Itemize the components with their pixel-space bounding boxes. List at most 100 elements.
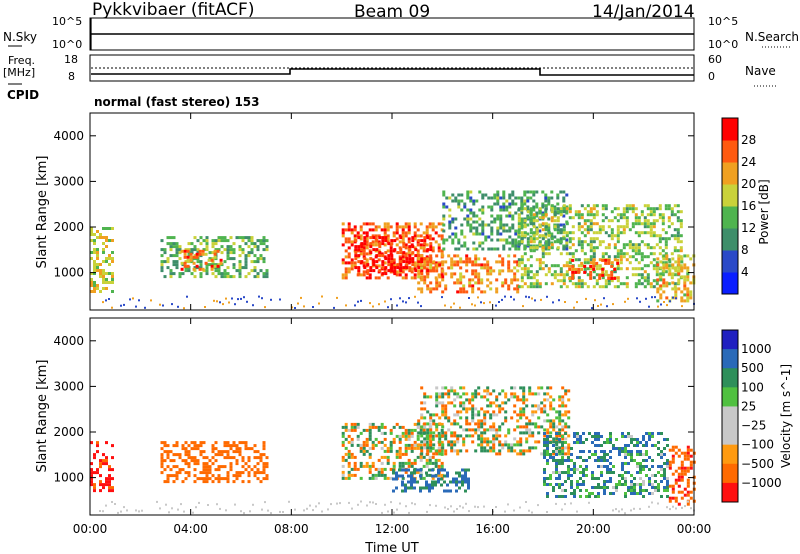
velocity-cell (425, 471, 428, 475)
velocity-cell (437, 458, 441, 462)
power-cell (673, 249, 677, 253)
velocity-cell (558, 459, 561, 462)
velocity-cell (410, 443, 414, 447)
power-cell (426, 248, 430, 252)
power-cell (547, 229, 551, 233)
power-cell (526, 223, 530, 227)
velocity-speckle (111, 501, 113, 503)
velocity-cell (435, 449, 439, 453)
power-cell (392, 234, 396, 238)
velocity-cell (175, 441, 179, 445)
power-cell (507, 266, 511, 270)
power-cell (384, 272, 388, 276)
power-cell (404, 243, 408, 247)
velocity-cell (404, 437, 408, 441)
power-cell (583, 252, 587, 256)
velocity-cell (344, 437, 348, 441)
power-cell (265, 269, 269, 273)
velocity-cell (483, 410, 487, 414)
velocity-cell (585, 459, 588, 462)
power-cell (407, 225, 411, 229)
velocity-cell (561, 483, 564, 486)
power-cell (520, 223, 524, 227)
power-cell (496, 247, 500, 251)
power-cell (516, 263, 520, 267)
power-cell (674, 269, 678, 273)
power-cell (592, 270, 596, 274)
power-cell (463, 241, 467, 245)
velocity-cell (582, 450, 585, 453)
velocity-cell (642, 489, 645, 492)
velocity-cell (552, 419, 556, 423)
power-cell (99, 233, 102, 236)
power-cell (420, 254, 424, 258)
power-cell (484, 238, 488, 242)
velocity-cell (621, 432, 624, 435)
velocity-cell (383, 425, 387, 429)
velocity-cell (546, 447, 549, 450)
power-cell (547, 252, 551, 256)
power-cell (383, 222, 387, 226)
velocity-cell (525, 398, 529, 402)
velocity-cell (591, 453, 594, 456)
power-cell (607, 246, 611, 250)
velocity-cell (546, 428, 550, 432)
power-cell (262, 236, 266, 240)
power-speckle (420, 305, 422, 308)
power-cell (111, 281, 114, 284)
velocity-cell (211, 444, 215, 448)
velocity-cell (259, 453, 263, 457)
power-cell (166, 260, 170, 264)
power-cell (105, 257, 108, 260)
power-cell (547, 270, 551, 274)
power-cell (598, 273, 602, 277)
velocity-cell (567, 446, 571, 450)
velocity-cell (464, 477, 467, 481)
velocity-cell (368, 446, 372, 450)
power-cell (532, 246, 536, 250)
velocity-cell (663, 468, 666, 471)
velocity-cell (395, 471, 398, 475)
power-cell (407, 237, 411, 241)
velocity-cell (217, 477, 221, 481)
power-cell (664, 261, 668, 265)
velocity-cell (588, 492, 591, 495)
power-cell (483, 266, 487, 270)
power-cell (175, 248, 179, 252)
velocity-cell (537, 425, 541, 429)
velocity-cell (407, 468, 410, 472)
cpid-text: normal (fast stereo) 153 (94, 95, 260, 109)
velocity-cell (600, 435, 603, 438)
power-speckle (234, 303, 236, 306)
power-cell (475, 232, 479, 236)
velocity-cell (510, 386, 514, 390)
velocity-cell (513, 443, 517, 447)
velocity-cell (576, 480, 579, 483)
velocity-cell (362, 440, 366, 444)
power-speckle (651, 296, 653, 299)
velocity-cell (555, 459, 558, 462)
velocity-cell (202, 450, 206, 454)
velocity-cell (663, 477, 666, 480)
velocity-cell (567, 398, 571, 402)
velocity-cell (507, 446, 511, 450)
velocity-cell (462, 428, 466, 432)
power-cell (535, 246, 539, 250)
velocity-cell (432, 431, 436, 435)
velocity-cell (639, 471, 642, 474)
power-cell (454, 196, 458, 200)
ytick-label: 4000 (53, 129, 84, 143)
velocity-cell (247, 471, 251, 475)
power-cell (686, 254, 690, 258)
power-cell (111, 257, 114, 260)
velocity-cell (561, 452, 565, 456)
velocity-cell (447, 428, 451, 432)
power-cell (513, 287, 517, 291)
power-cell (440, 228, 444, 232)
velocity-cell (428, 458, 432, 462)
velocity-cell (350, 455, 354, 459)
velocity-cell (422, 476, 426, 480)
velocity-cell (199, 453, 203, 457)
